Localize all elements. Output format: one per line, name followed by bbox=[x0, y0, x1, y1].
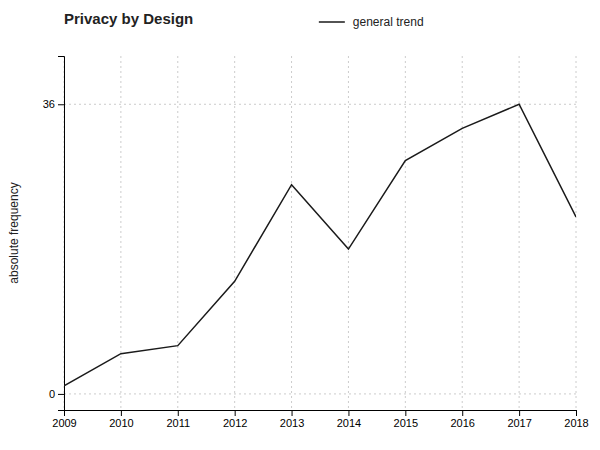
grid-line bbox=[120, 56, 121, 410]
tick-label: 0 bbox=[49, 388, 55, 400]
axis-line bbox=[65, 411, 577, 417]
tick: 2012 bbox=[223, 410, 247, 429]
legend-label: general trend bbox=[353, 15, 424, 29]
tick-label: 2016 bbox=[450, 417, 474, 429]
y-axis-title: absolute frequency bbox=[7, 182, 21, 283]
tick-label: 2009 bbox=[52, 417, 76, 429]
plot: 2009 2010 2011 2012 2013 2014 2015 2016 2017 2018… bbox=[43, 56, 589, 429]
tick: 2017 bbox=[507, 410, 531, 429]
tick-mark bbox=[178, 410, 179, 416]
tick-label: 2018 bbox=[564, 417, 588, 429]
grid-line bbox=[64, 104, 576, 105]
legend-swatch bbox=[319, 21, 345, 23]
grid-line bbox=[462, 56, 463, 410]
tick-mark bbox=[348, 410, 349, 416]
tick: 2011 bbox=[166, 410, 190, 429]
tick-mark bbox=[58, 394, 64, 395]
legend-item: general trend bbox=[319, 15, 424, 29]
tick-mark bbox=[121, 410, 122, 416]
tick-label: 36 bbox=[43, 98, 55, 110]
marks bbox=[64, 104, 576, 386]
tick: 2010 bbox=[109, 410, 133, 429]
tick-label: 2012 bbox=[223, 417, 247, 429]
tick-mark bbox=[576, 410, 577, 416]
tick: 2015 bbox=[394, 410, 418, 429]
tick-label: 2017 bbox=[507, 417, 531, 429]
chart: 2009 2010 2011 2012 2013 2014 2015 2016 2017 2018… bbox=[0, 0, 600, 450]
tick: 2014 bbox=[337, 410, 361, 429]
y-axis: 0 36 bbox=[43, 57, 65, 411]
tick: 2016 bbox=[450, 410, 474, 429]
tick-label: 2013 bbox=[280, 417, 304, 429]
tick: 2009 bbox=[52, 410, 76, 429]
x-axis: 2009 2010 2011 2012 2013 2014 2015 2016 2017 2018 bbox=[52, 410, 588, 429]
tick-label: 2015 bbox=[394, 417, 418, 429]
tick: 0 bbox=[49, 388, 64, 400]
grid-line bbox=[64, 393, 576, 394]
tick-mark bbox=[235, 410, 236, 416]
axis-line bbox=[58, 57, 65, 411]
tick: 36 bbox=[43, 98, 64, 110]
legend: general trend bbox=[319, 15, 424, 29]
tick-mark bbox=[292, 410, 293, 416]
tick-mark bbox=[462, 410, 463, 416]
grid-line bbox=[405, 56, 406, 410]
tick-label: 2010 bbox=[109, 417, 133, 429]
tick-label: 2014 bbox=[337, 417, 361, 429]
grid-line bbox=[576, 56, 577, 410]
tick-mark bbox=[519, 410, 520, 416]
grid-line bbox=[291, 56, 292, 410]
tick-mark bbox=[405, 410, 406, 416]
tick-label: 2011 bbox=[166, 417, 190, 429]
tick-mark bbox=[58, 104, 64, 105]
grid bbox=[64, 56, 576, 410]
tick: 2018 bbox=[564, 410, 588, 429]
tick: 2013 bbox=[280, 410, 304, 429]
grid-line bbox=[519, 56, 520, 410]
grid-line bbox=[234, 56, 235, 410]
title: Privacy by Design bbox=[64, 10, 193, 27]
grid-line bbox=[348, 56, 349, 410]
line bbox=[64, 104, 576, 386]
grid-line bbox=[177, 56, 178, 410]
